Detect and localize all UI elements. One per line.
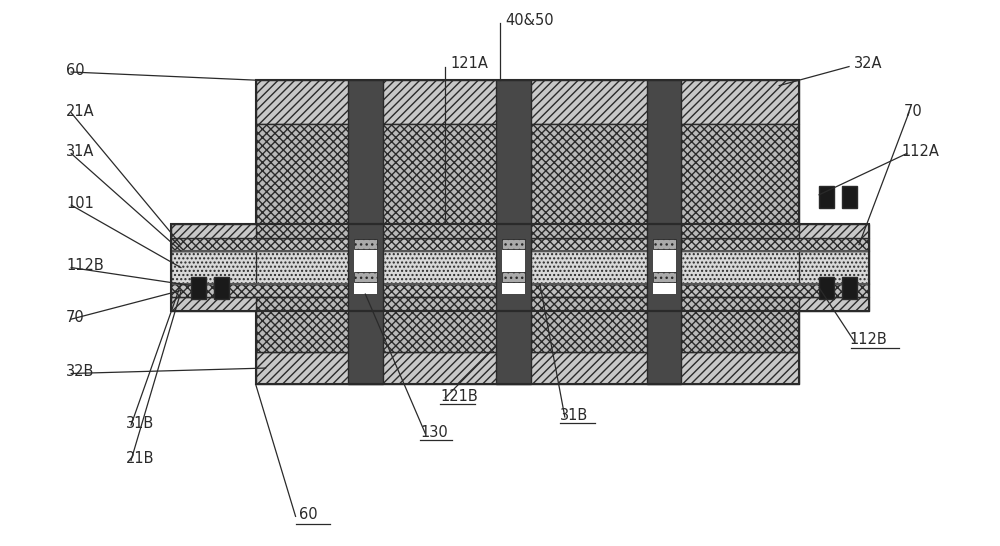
Text: 112A: 112A [902, 144, 940, 159]
Bar [502, 239, 525, 249]
Text: 31B: 31B [560, 408, 588, 423]
Text: 60: 60 [299, 507, 317, 522]
Text: 112B: 112B [849, 332, 887, 347]
Bar [256, 251, 799, 284]
Bar [653, 241, 676, 294]
Text: 112B: 112B [66, 258, 104, 274]
Bar [256, 297, 799, 352]
Bar [842, 186, 857, 208]
Text: 32A: 32A [854, 56, 883, 72]
Bar [171, 297, 869, 311]
Bar [256, 80, 799, 123]
Bar [256, 123, 799, 239]
Bar [354, 241, 377, 294]
Text: 31A: 31A [66, 144, 95, 159]
Text: 32B: 32B [66, 364, 95, 379]
Bar [256, 311, 799, 384]
Text: 121A: 121A [450, 56, 488, 72]
Bar [214, 277, 229, 299]
Text: 21B: 21B [126, 452, 155, 466]
Bar [502, 272, 525, 282]
Text: 40&50: 40&50 [505, 13, 554, 28]
Bar [348, 80, 383, 384]
Bar [256, 352, 799, 384]
Bar [171, 224, 869, 311]
Bar [653, 272, 676, 282]
Bar [354, 239, 377, 249]
Bar [502, 241, 525, 294]
Bar [171, 224, 869, 239]
Bar [191, 277, 206, 299]
Bar [354, 272, 377, 282]
Text: 21A: 21A [66, 104, 95, 118]
Text: 70: 70 [66, 310, 85, 325]
Bar [496, 80, 531, 384]
Text: 130: 130 [420, 425, 448, 440]
Bar [819, 186, 834, 208]
Bar [171, 251, 869, 284]
Text: 101: 101 [66, 196, 94, 211]
Text: 121B: 121B [440, 389, 478, 405]
Bar [647, 80, 681, 384]
Text: 70: 70 [904, 104, 923, 118]
Bar [171, 239, 869, 251]
Text: 31B: 31B [126, 416, 154, 431]
Bar [842, 277, 857, 299]
Bar [653, 239, 676, 249]
Text: 60: 60 [66, 63, 85, 78]
Bar [819, 277, 834, 299]
Bar [256, 80, 799, 224]
Bar [171, 284, 869, 297]
